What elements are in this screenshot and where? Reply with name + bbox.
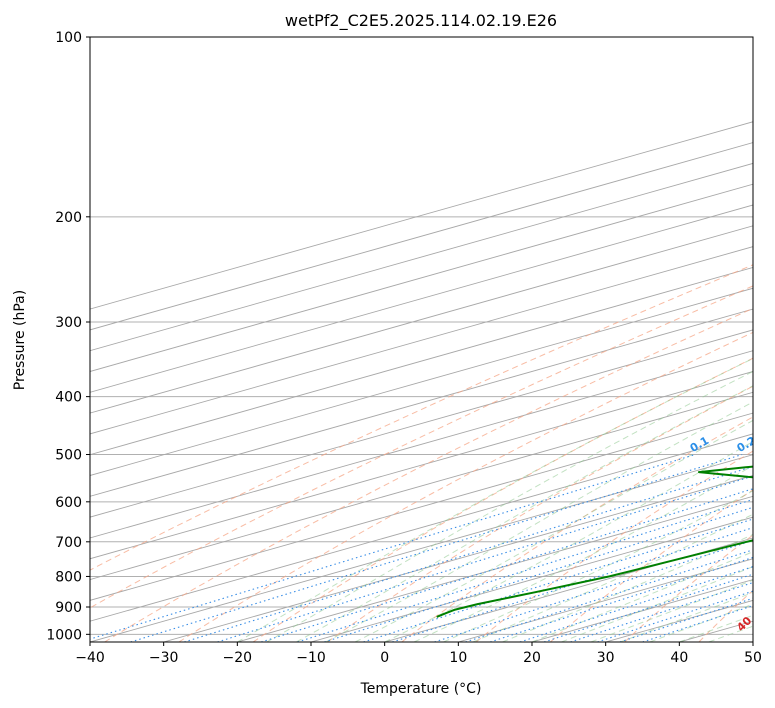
x-tick-label: −20 [223,650,253,666]
isotherm-line [90,287,753,476]
y-tick-label: 1000 [46,627,82,643]
dry-adiabat [401,416,753,642]
dry-adiabat [549,489,753,642]
y-axis-ticks: 100 200 300 400 500 600 700 800 900 1000 [46,30,90,643]
moist-adiabat [531,551,753,642]
isotherm-line [90,454,753,642]
moist-adiabat [354,419,753,642]
isotherm-line [752,641,753,642]
dry-adiabat [90,285,753,609]
x-tick-label: −10 [296,650,326,666]
mixing-ratio-label: 0.1 [688,434,711,455]
isotherm-line [384,537,753,642]
moist-adiabat [296,385,753,642]
mixing-ratio-line [260,488,753,642]
x-axis-ticks: −40 −30 −20 −10 0 10 20 30 40 50 [75,642,762,666]
y-tick-label: 500 [55,448,82,464]
moist-adiabat [413,464,753,642]
mixing-ratio-line [297,498,753,642]
mixing-ratio-line [363,518,753,642]
isotherm-line [90,162,753,352]
dry-adiabats [90,264,753,642]
x-axis-label: Temperature (°C) [360,681,482,697]
mixing-ratio-line [130,453,743,642]
x-tick-label: 40 [670,650,688,666]
isotherm-line [310,516,753,642]
moist-adiabat [561,566,753,642]
dry-adiabat [90,264,753,571]
dry-adiabat [252,357,753,642]
isotherm-line [90,121,753,310]
isotherm-line [90,225,753,414]
moist-adiabat [384,440,753,642]
mixing-ratio-label: 0.2 [735,434,758,455]
isotherm-label: 40 [734,614,754,634]
isotherm-line [90,266,753,456]
skewed-isotherms [90,121,753,642]
isotherm-line [679,620,753,642]
isotherm-line [90,308,753,497]
moist-adiabat [590,579,753,642]
isotherm-line [90,433,753,622]
isotherm-line [531,579,753,642]
mixing-ratio-line [184,465,753,642]
isotherm-line [458,558,753,642]
moist-adiabat [620,591,753,642]
mixing-ratio-line [465,549,753,642]
moist-adiabat [502,533,753,642]
isotherm-line [90,371,753,560]
mixing-ratio-line [489,556,753,642]
mixing-ratio-line [217,475,753,642]
x-tick-label: 50 [744,650,762,666]
y-axis-label: Pressure (hPa) [12,290,28,390]
isotherm-line [90,329,753,518]
plot-area: -100-90-80-70-60-50-40-30-20-10010203040… [90,37,775,642]
x-tick-label: −40 [75,650,105,666]
mixing-ratio-labels: 0.10.20.40.611.52346810131620253036 [688,434,758,455]
isotherm-line [237,495,753,642]
dry-adiabat [698,589,753,642]
moist-adiabat [237,357,753,642]
y-tick-label: 200 [55,210,82,226]
moist-adiabat [679,614,753,642]
isotherm-line [90,204,753,393]
isotherm-line [90,246,753,435]
chart-title: wetPf2_C2E5.2025.114.02.19.E26 [285,11,557,31]
x-tick-label: 10 [449,650,467,666]
mixing-ratio-line [324,506,753,642]
temperature-line [768,37,775,613]
plot-frame [89,36,754,643]
moist-adiabat [443,490,753,642]
x-tick-label: 20 [523,650,541,666]
x-tick-label: −30 [149,650,179,666]
moist-adiabat [472,513,753,642]
dry-adiabat [624,534,753,642]
moist-adiabats [237,357,753,642]
dry-adiabat [104,307,753,642]
isotherm-line [90,412,753,601]
isotherm-line [90,183,753,372]
y-tick-label: 100 [55,30,82,46]
mixing-ratio-line [392,527,753,642]
y-tick-label: 900 [55,600,82,616]
horizontal-gridlines [90,37,753,635]
y-tick-label: 600 [55,495,82,511]
x-tick-label: 0 [380,650,389,666]
mixing-ratio-line [642,605,753,642]
y-tick-label: 700 [55,535,82,551]
y-tick-label: 300 [55,315,82,331]
isotherm-line [90,391,753,581]
y-tick-label: 800 [55,569,82,585]
x-tick-label: 30 [597,650,615,666]
moist-adiabat [266,370,753,642]
y-tick-label: 400 [55,390,82,406]
mixing-ratio-lines [90,453,753,642]
dry-adiabat [327,385,753,642]
mixing-ratio-line [597,590,753,642]
isotherm-line [163,475,753,642]
